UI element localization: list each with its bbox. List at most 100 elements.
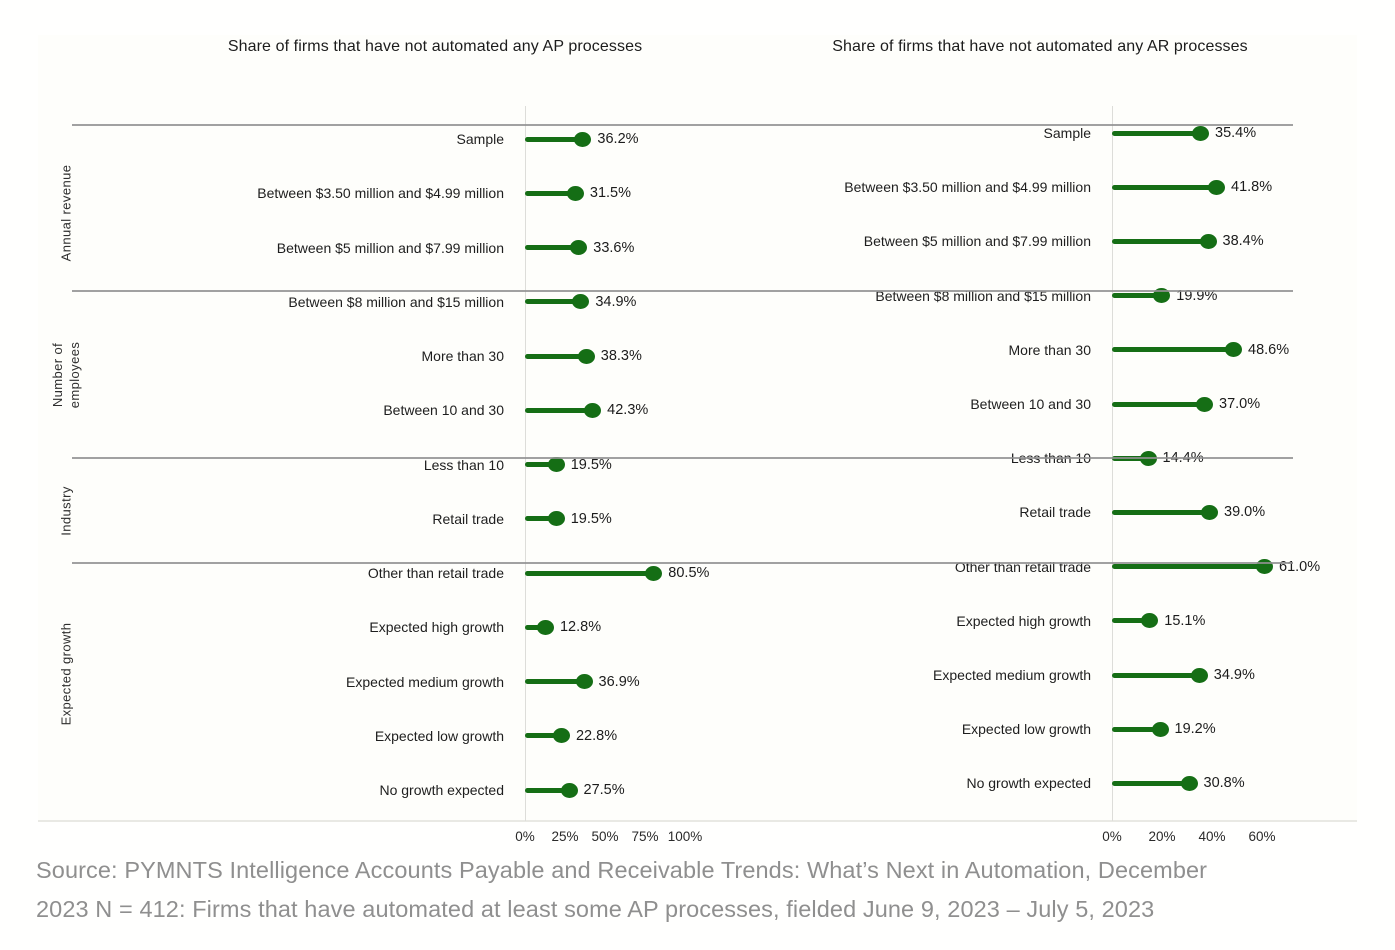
- value-label: 30.8%: [1203, 775, 1245, 792]
- value-label: 36.2%: [597, 131, 639, 147]
- value-label: 12.8%: [559, 619, 602, 636]
- source-note: Source: PYMNTS Intelligence Accounts Pay…: [36, 851, 1381, 929]
- chart-card: 0% 25% 50% 75% 100% Sample 36.2% Between $3.50 …: [38, 35, 1357, 844]
- lollipop-stem: [1112, 184, 1217, 190]
- lollipop-stem: [1112, 238, 1208, 244]
- section-divider: [72, 457, 1293, 459]
- section-label: Industry: [58, 486, 74, 536]
- value-label: 38.3%: [600, 348, 642, 364]
- value-label: 15.1%: [1164, 612, 1206, 629]
- section-label: Expected growth: [58, 622, 74, 726]
- lollipop-dot: [1151, 721, 1169, 737]
- lollipop-dot: [1192, 125, 1209, 141]
- value-label: 19.5%: [570, 456, 612, 473]
- lollipop-stem: [1112, 401, 1205, 407]
- lollipop-stem: [525, 136, 583, 142]
- category-label: Between $3.50 million and $4.99 million: [844, 179, 1091, 196]
- lollipop-stem: [525, 299, 581, 305]
- category-label: More than 30: [1008, 341, 1092, 358]
- category-label: Sample: [1043, 125, 1091, 141]
- lollipop-stem: [1112, 780, 1189, 786]
- lollipop-stem: [1112, 347, 1234, 353]
- lollipop-stem: [525, 462, 557, 467]
- lollipop-dot: [547, 511, 565, 527]
- category-label: Expected low growth: [961, 721, 1091, 738]
- value-label: 36.9%: [598, 673, 640, 690]
- lollipop-stem: [1112, 293, 1162, 299]
- category-label: Between $5 million and $7.99 million: [276, 239, 504, 256]
- section-divider: [72, 290, 1293, 292]
- value-label: 27.5%: [583, 782, 625, 798]
- lollipop-stem: [1112, 509, 1210, 515]
- category-label: Retail trade: [1019, 504, 1091, 521]
- source-note-line1: Source: PYMNTS Intelligence Accounts Pay…: [36, 857, 1208, 883]
- lollipop-stem: [525, 570, 654, 576]
- lollipop-dot: [1196, 396, 1213, 412]
- category-label: Other than retail trade: [954, 558, 1091, 575]
- lollipop-dot: [1199, 233, 1217, 249]
- lollipop-dot: [575, 674, 593, 689]
- category-label: Between 10 and 30: [383, 402, 504, 419]
- lollipop-dot: [1180, 775, 1198, 791]
- lollipop-dot: [1225, 342, 1242, 358]
- zero-axis-line: [1112, 106, 1113, 821]
- category-label: Retail trade: [432, 510, 504, 527]
- section-divider: [72, 124, 1293, 126]
- category-label: Expected medium growth: [346, 673, 504, 690]
- value-label: 80.5%: [668, 565, 710, 581]
- lollipop-stem: [1112, 726, 1160, 732]
- lollipop-dot: [645, 565, 663, 581]
- x-axis-tick-label: 0%: [1102, 829, 1122, 844]
- category-label: No growth expected: [379, 782, 504, 798]
- lollipop-stem: [525, 353, 587, 359]
- lollipop-dot: [566, 185, 584, 201]
- category-label: Expected low growth: [374, 727, 504, 744]
- lollipop-stem: [1112, 130, 1201, 136]
- value-label: 41.8%: [1231, 179, 1273, 196]
- lollipop-stem: [1112, 564, 1265, 570]
- value-label: 35.4%: [1215, 125, 1257, 141]
- category-label: Between $8 million and $15 million: [288, 293, 504, 310]
- value-label: 38.4%: [1222, 233, 1264, 250]
- lollipop-dot: [570, 240, 588, 255]
- lollipop-dot: [577, 348, 595, 364]
- lollipop-dot: [584, 402, 602, 418]
- value-label: 34.9%: [1213, 667, 1255, 683]
- section-label: Annual revenue: [58, 164, 74, 261]
- value-label: 33.6%: [593, 239, 635, 256]
- ar-chart-title: Share of firms that have not automated a…: [832, 38, 1248, 55]
- category-label: Sample: [456, 131, 504, 147]
- value-label: 39.0%: [1224, 504, 1266, 521]
- value-label: 34.9%: [595, 293, 637, 310]
- category-label: Expected high growth: [369, 619, 504, 636]
- lollipop-dot: [552, 728, 570, 744]
- category-label: No growth expected: [966, 775, 1091, 792]
- lollipop-stem: [525, 624, 546, 630]
- lollipop-dot: [1141, 613, 1159, 629]
- lollipop-dot: [547, 457, 565, 472]
- lollipop-stem: [525, 407, 593, 413]
- value-label: 19.5%: [570, 510, 612, 527]
- lollipop-stem: [1112, 672, 1200, 678]
- lollipop-stem: [525, 516, 557, 522]
- category-label: Other than retail trade: [367, 565, 504, 581]
- x-axis-tick-label: 25%: [551, 829, 579, 844]
- x-axis-tick-label: 100%: [667, 829, 703, 844]
- value-label: 61.0%: [1279, 558, 1321, 575]
- x-axis-tick-label: 20%: [1148, 829, 1176, 844]
- lollipop-stem: [525, 679, 585, 684]
- value-label: 48.6%: [1248, 341, 1290, 358]
- lollipop-stem: [1112, 618, 1150, 624]
- category-label: Less than 10: [423, 456, 504, 473]
- category-label: Expected high growth: [956, 612, 1091, 629]
- category-label: More than 30: [421, 348, 505, 364]
- lollipop-dot: [574, 131, 592, 147]
- lollipop-dot: [1190, 667, 1208, 683]
- lollipop-stem: [525, 787, 569, 793]
- lollipop-dot: [1208, 179, 1225, 195]
- x-axis-tick-label: 50%: [591, 829, 619, 844]
- value-label: 37.0%: [1219, 396, 1261, 412]
- lollipop-dot: [536, 619, 554, 635]
- category-label: Between $5 million and $7.99 million: [863, 233, 1091, 250]
